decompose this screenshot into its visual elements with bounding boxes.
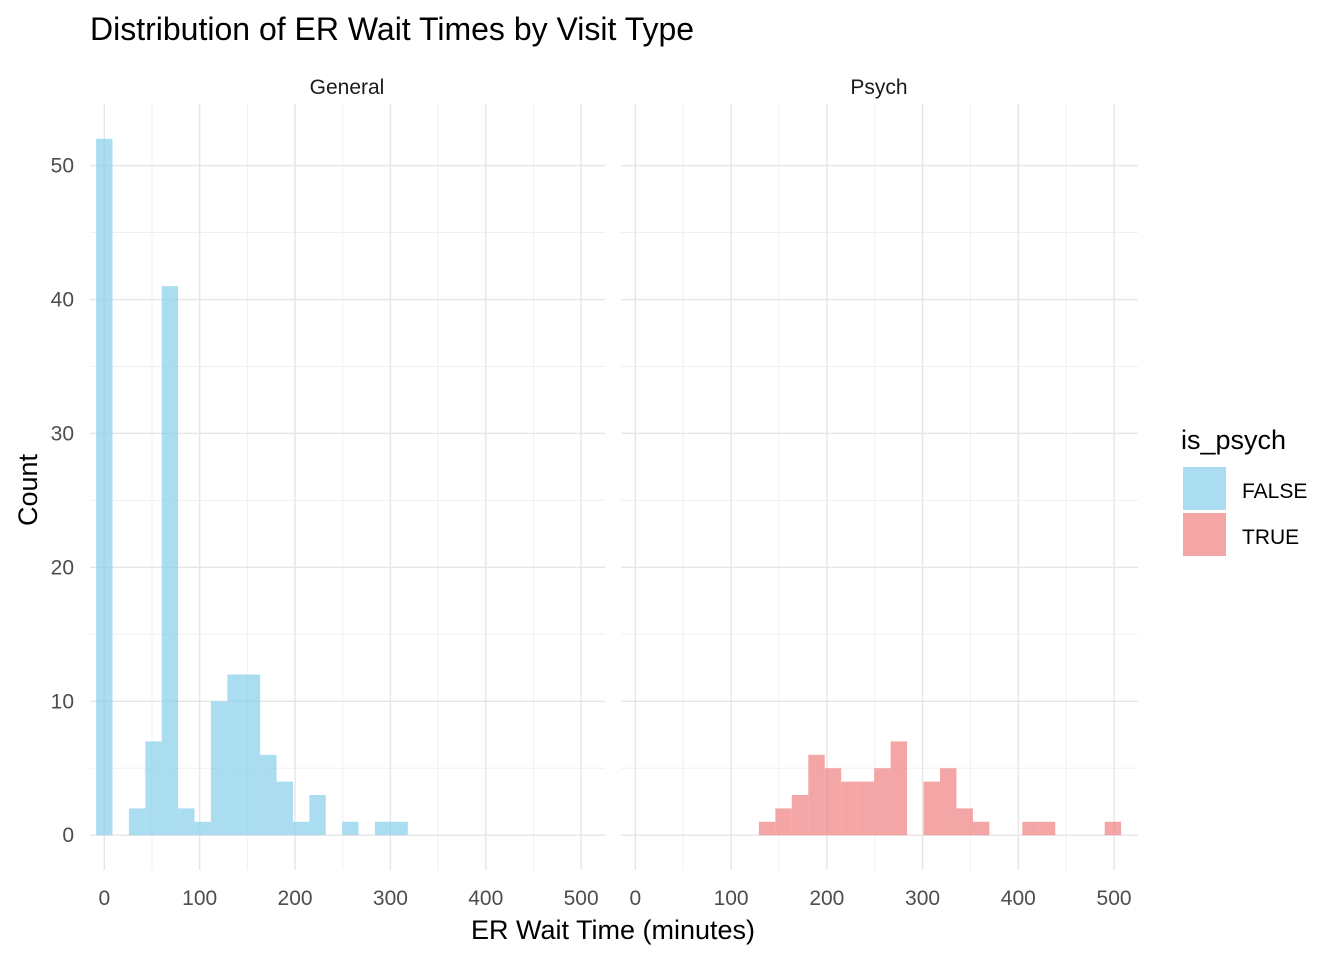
x-tick-label: 200 bbox=[278, 887, 313, 910]
y-axis-title: Count bbox=[13, 453, 43, 526]
histogram-bar bbox=[243, 674, 261, 836]
bars-psych bbox=[758, 741, 1122, 836]
histogram-bar bbox=[128, 808, 146, 836]
x-tick-label: 0 bbox=[98, 887, 110, 910]
histogram-bar bbox=[874, 768, 891, 836]
x-axis-title: ER Wait Time (minutes) bbox=[471, 915, 755, 945]
x-tick-label: 200 bbox=[809, 887, 844, 910]
histogram-bar bbox=[940, 768, 957, 836]
y-tick-label: 20 bbox=[51, 556, 74, 579]
histogram-bar bbox=[841, 781, 858, 836]
y-tick-label: 10 bbox=[51, 690, 74, 713]
panel-general: General 0 100 200 300 400 500 bbox=[90, 76, 605, 910]
histogram-bar bbox=[227, 674, 244, 836]
y-tick-label: 30 bbox=[51, 422, 74, 445]
histogram-bar bbox=[956, 808, 973, 836]
histogram-bar bbox=[857, 781, 875, 836]
bars-general bbox=[96, 138, 408, 836]
y-axis-ticks: 0 10 20 30 40 50 bbox=[51, 155, 74, 848]
x-tick-label: 0 bbox=[630, 887, 642, 910]
x-tick-label: 300 bbox=[373, 887, 408, 910]
legend: is_psych FALSE TRUE bbox=[1181, 425, 1307, 556]
histogram-bar bbox=[374, 821, 392, 836]
x-tick-label: 500 bbox=[1097, 887, 1132, 910]
histogram-bar bbox=[194, 821, 211, 836]
histogram-bar bbox=[210, 701, 228, 836]
legend-title: is_psych bbox=[1181, 425, 1286, 455]
histogram-bar bbox=[145, 741, 162, 836]
panel-psych: Psych 0 100 200 300 400 500 bbox=[621, 76, 1138, 910]
histogram-bar bbox=[1104, 821, 1122, 836]
x-ticks-general: 0 100 200 300 400 500 bbox=[98, 887, 598, 910]
histogram-bar bbox=[1038, 821, 1056, 836]
legend-label-true: TRUE bbox=[1242, 526, 1299, 549]
x-tick-label: 500 bbox=[564, 887, 599, 910]
histogram-bar bbox=[161, 286, 179, 836]
y-tick-label: 50 bbox=[51, 155, 74, 178]
histogram-bar bbox=[309, 795, 326, 836]
histogram-bar bbox=[972, 821, 990, 836]
legend-key-false bbox=[1183, 467, 1226, 510]
strip-label-psych: Psych bbox=[850, 76, 907, 99]
x-tick-label: 400 bbox=[1001, 887, 1036, 910]
histogram-bar bbox=[1022, 821, 1039, 836]
histogram-bar bbox=[391, 821, 408, 836]
strip-label-general: General bbox=[310, 76, 385, 99]
x-tick-label: 100 bbox=[714, 887, 749, 910]
histogram-bar bbox=[808, 754, 825, 836]
x-tick-label: 400 bbox=[468, 887, 503, 910]
histogram-bar bbox=[292, 821, 310, 836]
x-tick-label: 100 bbox=[182, 887, 217, 910]
histogram-bar bbox=[824, 768, 842, 836]
legend-label-false: FALSE bbox=[1242, 480, 1307, 503]
grid-psych bbox=[621, 104, 1138, 870]
histogram-bar bbox=[923, 781, 941, 836]
legend-key-true bbox=[1183, 513, 1226, 556]
histogram-bar bbox=[775, 808, 792, 836]
histogram-bar bbox=[96, 138, 113, 836]
histogram-bar bbox=[178, 808, 195, 836]
y-tick-label: 40 bbox=[51, 289, 74, 312]
histogram-bar bbox=[791, 795, 809, 836]
histogram-bar bbox=[758, 821, 776, 836]
histogram-bar bbox=[260, 754, 277, 836]
chart-title: Distribution of ER Wait Times by Visit T… bbox=[90, 11, 694, 47]
x-ticks-psych: 0 100 200 300 400 500 bbox=[630, 887, 1132, 910]
y-tick-label: 0 bbox=[62, 824, 74, 847]
x-tick-label: 300 bbox=[905, 887, 940, 910]
histogram-bar bbox=[342, 821, 359, 836]
histogram-bar bbox=[276, 781, 293, 836]
histogram-bar bbox=[890, 741, 908, 836]
